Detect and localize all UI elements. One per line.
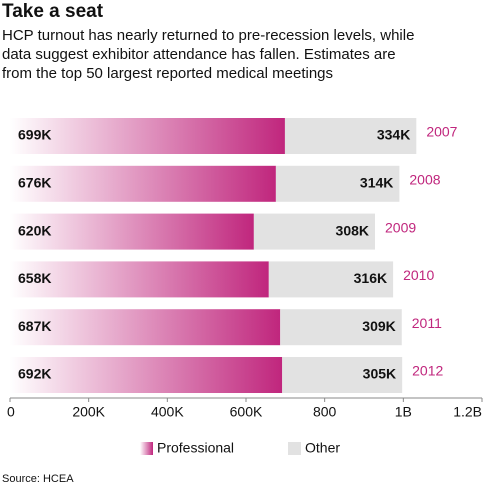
bar-segment bbox=[10, 118, 285, 154]
source: Source: HCEA bbox=[2, 473, 74, 485]
bar-segment bbox=[10, 309, 281, 346]
value-label: 692K bbox=[18, 366, 51, 382]
x-tick-label: 1B bbox=[395, 404, 412, 420]
bar-segment bbox=[10, 213, 254, 250]
bar-segment bbox=[282, 357, 403, 393]
legend-label: Other bbox=[305, 440, 340, 456]
value-label: 699K bbox=[18, 127, 51, 143]
value-label: 316K bbox=[354, 270, 387, 286]
category-label: 2009 bbox=[385, 219, 416, 235]
value-label: 314K bbox=[360, 175, 393, 191]
value-label: 308K bbox=[336, 222, 369, 238]
x-tick-label: 800 bbox=[313, 404, 337, 420]
x-tick-label: 0 bbox=[7, 404, 15, 420]
value-label: 676K bbox=[18, 175, 51, 191]
bar-segment bbox=[10, 357, 283, 393]
value-label: 334K bbox=[377, 127, 410, 143]
subtitle: from the top 50 largest reported medical… bbox=[2, 65, 333, 82]
category-label: 2011 bbox=[412, 315, 442, 331]
category-label: 2007 bbox=[426, 124, 457, 140]
legend-swatch bbox=[288, 442, 301, 455]
value-label: 687K bbox=[18, 318, 51, 334]
value-label: 309K bbox=[362, 318, 395, 334]
bar-segment bbox=[253, 213, 376, 250]
bar-segment bbox=[280, 309, 402, 346]
x-tick-label: 1.2B bbox=[453, 404, 482, 420]
subtitle: data suggest exhibitor attendance has fa… bbox=[2, 46, 396, 63]
bar-segment bbox=[10, 165, 276, 202]
category-label: 2008 bbox=[409, 172, 440, 188]
bar-segment bbox=[284, 118, 417, 154]
bar-segment bbox=[268, 261, 394, 298]
legend-label: Professional bbox=[157, 440, 234, 456]
category-label: 2010 bbox=[403, 267, 434, 283]
legend-swatch bbox=[140, 442, 153, 455]
x-tick-label: 600K bbox=[230, 404, 263, 420]
value-label: 658K bbox=[18, 270, 51, 286]
bar-segment bbox=[10, 261, 269, 298]
subtitle: HCP turnout has nearly returned to pre-r… bbox=[2, 27, 414, 44]
value-label: 620K bbox=[18, 222, 51, 238]
x-tick-label: 400K bbox=[151, 404, 184, 420]
x-tick-label: 200K bbox=[72, 404, 105, 420]
category-label: 2012 bbox=[412, 363, 443, 379]
chart-title: Take a seat bbox=[2, 1, 104, 22]
value-label: 305K bbox=[363, 366, 396, 382]
bar-segment bbox=[275, 165, 400, 202]
